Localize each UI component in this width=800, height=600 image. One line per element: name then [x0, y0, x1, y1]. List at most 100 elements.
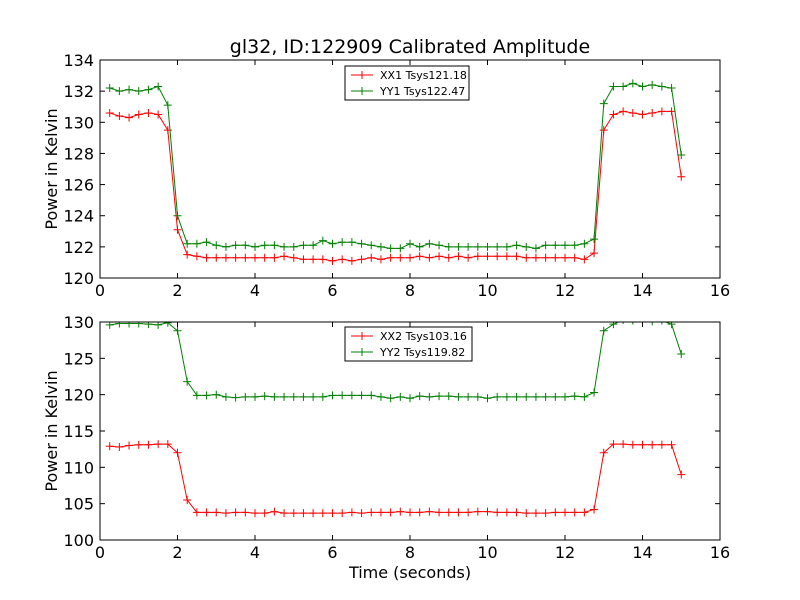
data-point-marker: [406, 394, 414, 403]
data-point-marker: [318, 509, 327, 518]
data-point-marker: [531, 509, 540, 518]
data-point-marker: [144, 322, 153, 329]
data-point-marker: [183, 250, 192, 259]
data-point-marker: [270, 253, 279, 262]
data-point-marker: [632, 322, 634, 325]
data-point-marker: [522, 242, 531, 251]
data-point-marker: [619, 107, 628, 116]
legend-entry: XX2 Tsys103.16: [351, 330, 467, 343]
data-point-marker: [386, 394, 395, 403]
data-point-marker: [309, 509, 318, 518]
data-point-marker: [221, 242, 230, 251]
y-tick-label: 124: [63, 207, 94, 226]
data-point-marker: [221, 392, 230, 401]
y-tick-label: 128: [63, 144, 94, 163]
data-point-marker: [154, 110, 163, 119]
legend: XX2 Tsys103.16 YY2 Tsys119.82: [344, 326, 473, 362]
x-tick-label: 4: [250, 281, 260, 300]
data-point-marker: [551, 241, 560, 250]
data-point-marker: [406, 253, 414, 262]
data-point-marker: [444, 242, 453, 251]
data-point-marker: [464, 242, 473, 251]
data-point-marker: [338, 255, 347, 264]
y-axis-label: Power in Kelvin: [42, 370, 61, 491]
data-point-marker: [328, 391, 337, 400]
data-point-marker: [260, 392, 269, 401]
series-xx1: [105, 107, 686, 265]
legend-marker: [358, 87, 366, 95]
data-point-marker: [299, 509, 308, 518]
data-point-marker: [444, 253, 453, 262]
y-tick-label: 100: [63, 531, 94, 550]
data-point-marker: [580, 255, 589, 264]
data-point-marker: [251, 392, 259, 401]
data-point-marker: [125, 85, 134, 94]
data-point-marker: [473, 392, 482, 401]
data-point-marker: [251, 509, 259, 518]
data-point-marker: [677, 349, 686, 358]
data-point-marker: [464, 392, 473, 401]
data-point-marker: [425, 239, 434, 248]
data-point-marker: [338, 391, 347, 400]
data-point-marker: [134, 440, 143, 449]
data-point-marker: [280, 252, 289, 261]
data-point-marker: [599, 126, 608, 135]
data-point-marker: [483, 507, 492, 516]
data-point-marker: [115, 87, 124, 96]
data-point-marker: [502, 508, 511, 517]
data-point-marker: [580, 392, 589, 401]
data-point-marker: [415, 242, 424, 251]
x-tick-label: 16: [710, 281, 730, 300]
data-point-marker: [125, 113, 134, 122]
data-point-marker: [638, 440, 647, 449]
data-point-marker: [599, 448, 608, 457]
data-point-marker: [280, 242, 289, 251]
legend: XX1 Tsys121.18 YY1 Tsys122.47: [344, 65, 470, 101]
data-point-marker: [251, 242, 259, 251]
data-point-marker: [628, 108, 637, 117]
data-point-marker: [357, 255, 366, 264]
data-point-marker: [231, 241, 240, 250]
data-point-marker: [299, 255, 308, 264]
data-point-marker: [512, 508, 521, 517]
data-point-marker: [667, 322, 676, 329]
data-point-marker: [406, 239, 414, 248]
data-point-marker: [454, 508, 463, 517]
data-point-marker: [386, 253, 395, 262]
data-point-marker: [154, 82, 163, 91]
x-tick-label: 10: [477, 281, 497, 300]
legend-entry: YY1 Tsys122.47: [351, 85, 465, 98]
data-point-marker: [531, 244, 540, 253]
y-tick-label: 130: [63, 113, 94, 132]
data-point-marker: [347, 256, 356, 265]
data-point-marker: [483, 252, 492, 261]
data-point-marker: [202, 391, 211, 400]
data-point-marker: [328, 509, 337, 518]
legend-marker: [358, 332, 366, 340]
data-point-marker: [105, 108, 114, 117]
data-point-marker: [134, 322, 143, 328]
data-point-marker: [202, 238, 211, 247]
y-tick-label: 134: [63, 51, 94, 70]
legend-box: [344, 326, 473, 362]
data-point-marker: [502, 252, 511, 261]
series-yy1: [105, 79, 686, 253]
legend-marker: [358, 71, 366, 79]
data-point-marker: [444, 508, 453, 517]
data-point-marker: [657, 82, 666, 91]
data-point-marker: [648, 80, 657, 89]
data-point-marker: [154, 440, 163, 449]
data-point-marker: [221, 509, 230, 518]
data-point-marker: [115, 442, 124, 451]
subplot-bottom: Power in Kelvin Time (seconds) 0 2 4 6 8 10 12…: [42, 313, 730, 582]
data-point-marker: [648, 108, 657, 117]
subplot-top: gl32, ID:122909 Calibrated Amplitude Pow…: [42, 36, 730, 300]
data-point-marker: [425, 253, 434, 262]
data-point-marker: [396, 253, 405, 262]
data-point-marker: [347, 238, 356, 247]
data-point-marker: [144, 440, 153, 449]
data-point-marker: [590, 249, 599, 258]
data-point-marker: [289, 509, 298, 518]
data-point-marker: [473, 507, 482, 516]
x-tick-label: 16: [710, 543, 730, 562]
